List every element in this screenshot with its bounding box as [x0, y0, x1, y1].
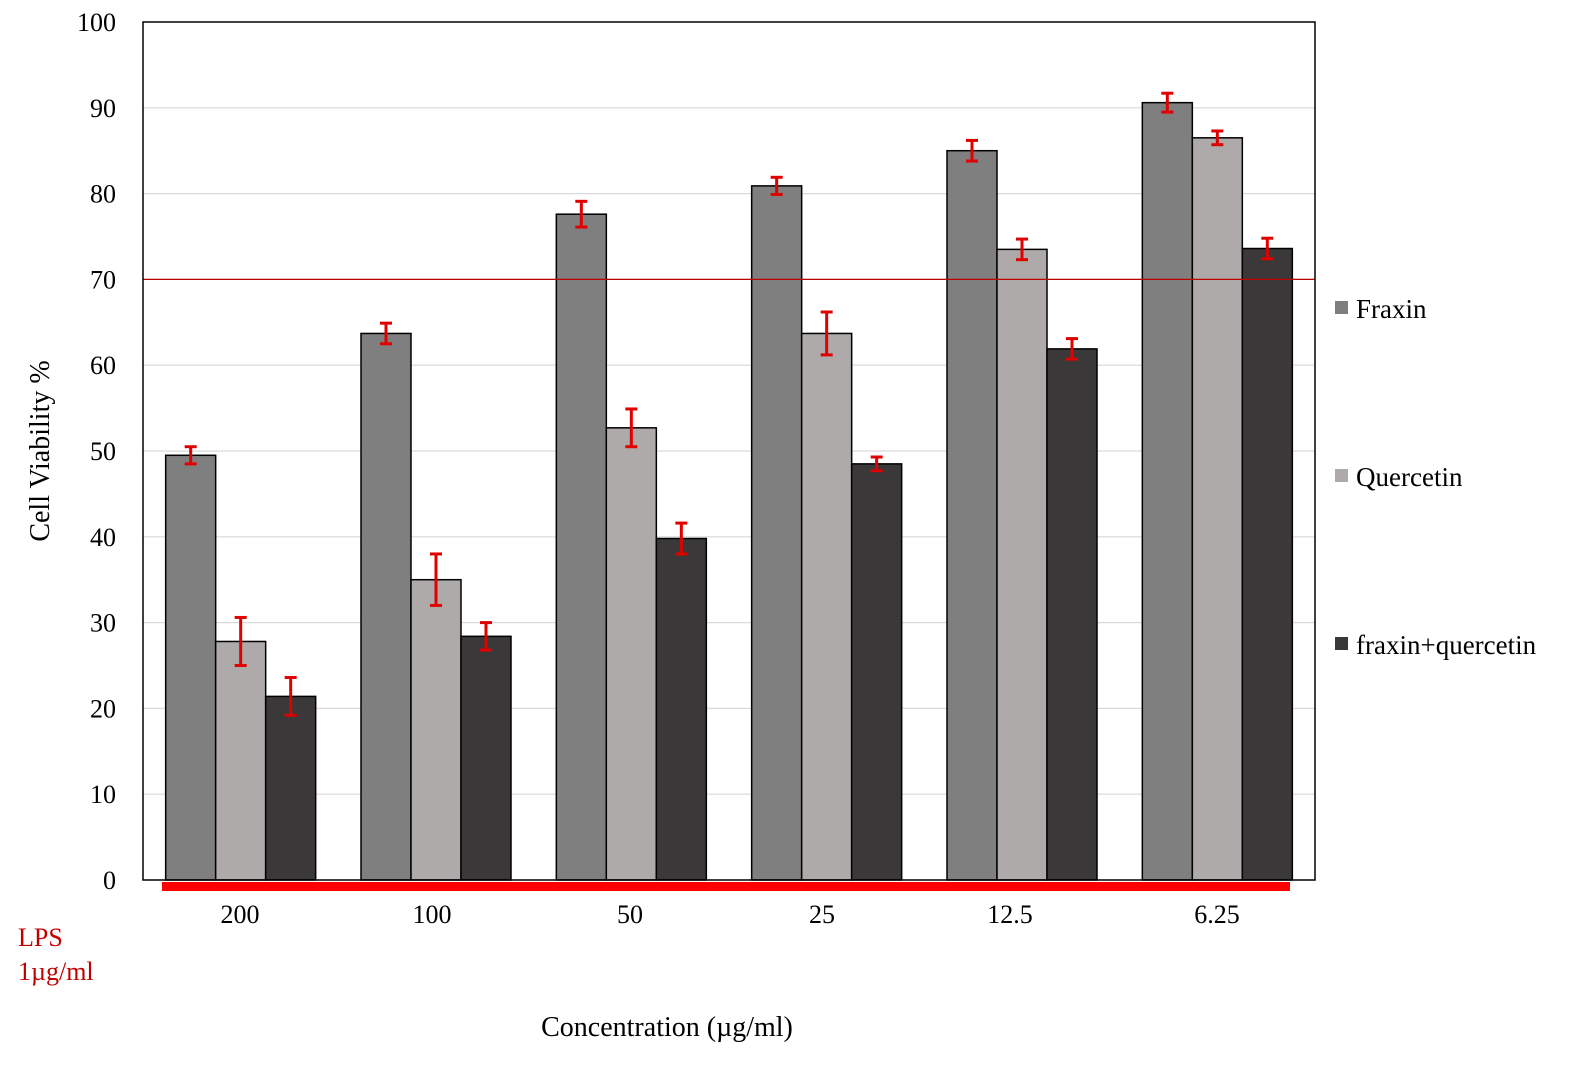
legend-swatch — [1335, 469, 1348, 482]
x-tick-label: 50 — [617, 900, 643, 929]
y-tick-label: 80 — [90, 180, 116, 209]
y-tick-label: 70 — [90, 265, 116, 294]
bar — [946, 149, 998, 881]
error-bars — [184, 91, 1274, 717]
y-tick-label: 0 — [103, 866, 116, 895]
legend-label: Fraxin — [1356, 294, 1427, 324]
bar — [164, 454, 217, 881]
bar — [1241, 247, 1294, 881]
x-axis-title: Concentration (µg/ml) — [541, 1012, 793, 1043]
bar — [410, 578, 462, 881]
legend-swatch — [1335, 301, 1348, 314]
y-tick-label: 50 — [90, 437, 116, 466]
bar — [460, 635, 512, 881]
bar — [1191, 137, 1244, 881]
bars — [164, 101, 1294, 881]
bar — [360, 332, 412, 881]
y-tick-label: 40 — [90, 523, 116, 552]
lps-label: LPS — [18, 923, 63, 952]
bar — [555, 213, 608, 881]
bar — [750, 185, 803, 881]
x-tick-label: 100 — [413, 900, 452, 929]
y-tick-label: 30 — [90, 609, 116, 638]
y-axis-title: Cell Viability % — [25, 360, 56, 541]
bar — [605, 427, 658, 881]
x-tick-labels: 200 100 50 25 12.5 6.25 — [221, 900, 1240, 929]
y-tick-label: 100 — [77, 8, 116, 37]
y-tick-label: 90 — [90, 94, 116, 123]
bar — [264, 695, 317, 881]
legend-swatch — [1335, 637, 1348, 650]
bar — [655, 537, 708, 881]
bar — [996, 248, 1048, 881]
y-tick-label: 20 — [90, 694, 116, 723]
bar — [850, 463, 903, 881]
bar — [1141, 101, 1194, 881]
bar — [800, 332, 853, 881]
legend-label: Quercetin — [1356, 462, 1463, 492]
gridlines — [143, 107, 1315, 795]
x-tick-label: 6.25 — [1194, 900, 1240, 929]
y-tick-label: 10 — [90, 780, 116, 809]
lps-dose-label: 1µg/ml — [18, 957, 94, 986]
lps-bar — [162, 882, 1290, 891]
legend-label: fraxin+quercetin — [1356, 630, 1537, 660]
y-tick-label: 60 — [90, 351, 116, 380]
bar — [214, 640, 267, 881]
x-tick-label: 200 — [221, 900, 260, 929]
legend: Fraxin Quercetin fraxin+quercetin — [1335, 294, 1537, 660]
plot-frame — [142, 21, 1316, 881]
x-tick-label: 12.5 — [987, 900, 1033, 929]
y-tick-labels: 0 10 20 30 40 50 60 70 80 90 100 — [77, 8, 116, 895]
x-tick-label: 25 — [809, 900, 835, 929]
bar — [1046, 348, 1098, 881]
